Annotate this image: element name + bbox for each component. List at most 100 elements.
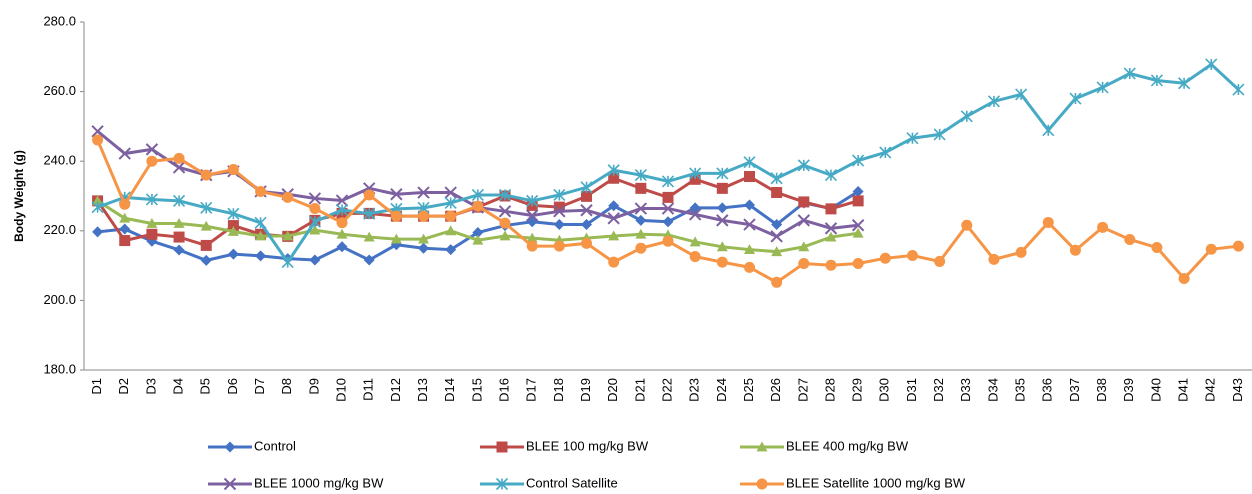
- x-tick-label: D41: [1176, 378, 1191, 402]
- marker: [797, 159, 810, 172]
- marker: [934, 255, 946, 267]
- x-tick-label: D27: [795, 378, 810, 402]
- legend-item: Control: [208, 438, 296, 453]
- marker: [688, 208, 702, 221]
- x-tick-label: D21: [632, 378, 647, 402]
- marker: [771, 276, 783, 288]
- marker: [472, 234, 484, 245]
- marker: [91, 125, 104, 138]
- x-tick-label: D43: [1230, 378, 1245, 402]
- marker: [662, 235, 674, 247]
- marker: [689, 167, 702, 180]
- marker: [1097, 221, 1109, 233]
- legend-item: BLEE 400 mg/kg BW: [740, 438, 909, 453]
- marker: [771, 187, 783, 199]
- marker: [119, 198, 131, 210]
- marker: [282, 230, 294, 241]
- x-tick-label: D28: [822, 378, 837, 402]
- marker: [825, 259, 837, 271]
- marker: [852, 258, 864, 270]
- marker: [472, 227, 484, 239]
- marker: [716, 256, 728, 268]
- marker: [418, 210, 430, 222]
- marker: [608, 230, 620, 241]
- marker: [608, 256, 620, 268]
- marker: [526, 216, 538, 228]
- y-tick-label: 220.0: [43, 222, 76, 237]
- marker: [145, 193, 158, 206]
- marker: [445, 210, 457, 222]
- marker: [200, 239, 212, 251]
- x-tick-label: D18: [551, 378, 566, 402]
- legend-item: BLEE 1000 mg/kg BW: [208, 475, 384, 490]
- x-tick-label: D2: [116, 378, 131, 395]
- marker: [227, 225, 239, 236]
- marker: [227, 207, 240, 220]
- marker: [824, 169, 838, 182]
- marker: [661, 202, 675, 215]
- marker: [444, 186, 457, 199]
- x-tick-label: D19: [578, 378, 593, 402]
- marker: [798, 258, 810, 270]
- marker: [336, 241, 348, 253]
- marker: [689, 173, 701, 185]
- marker: [335, 203, 349, 216]
- marker: [661, 175, 675, 188]
- marker: [1015, 246, 1027, 258]
- marker: [308, 215, 321, 228]
- marker: [1096, 81, 1109, 94]
- marker: [1069, 244, 1081, 256]
- marker: [336, 217, 348, 229]
- marker: [634, 169, 647, 182]
- marker: [91, 201, 104, 214]
- marker: [689, 236, 701, 247]
- x-tick-label: D15: [469, 378, 484, 402]
- marker: [553, 205, 566, 218]
- marker: [960, 110, 973, 123]
- marker: [255, 185, 267, 197]
- series-line: [96, 130, 859, 239]
- marker: [852, 195, 864, 207]
- legend-label: BLEE 1000 mg/kg BW: [254, 475, 384, 490]
- y-tick-label: 200.0: [43, 292, 76, 307]
- marker: [1178, 272, 1190, 284]
- marker: [797, 214, 811, 227]
- marker: [798, 241, 810, 252]
- marker: [417, 186, 430, 199]
- marker: [608, 200, 620, 212]
- y-axis-title: Body Weight (g): [12, 150, 26, 242]
- marker: [1205, 243, 1217, 255]
- x-tick-label: D14: [442, 378, 457, 402]
- marker: [92, 226, 104, 238]
- marker: [525, 209, 539, 222]
- x-tick-label: D37: [1067, 378, 1082, 402]
- x-tick-label: D30: [877, 378, 892, 402]
- x-tick-label: D39: [1121, 378, 1136, 402]
- x-tick-label: D38: [1094, 378, 1109, 402]
- marker: [390, 210, 402, 222]
- marker: [363, 189, 375, 201]
- x-tick-label: D42: [1203, 378, 1218, 402]
- x-tick-label: D26: [768, 378, 783, 402]
- marker: [1151, 242, 1163, 254]
- marker: [756, 478, 768, 490]
- x-tick-label: D34: [985, 378, 1000, 402]
- marker: [526, 240, 538, 252]
- x-tick-label: D12: [388, 378, 403, 402]
- x-tick-label: D31: [904, 378, 919, 402]
- marker: [200, 201, 213, 214]
- x-tick-label: D3: [143, 378, 158, 395]
- x-tick-label: D6: [225, 378, 240, 395]
- x-tick-label: D40: [1148, 378, 1163, 402]
- marker: [445, 244, 457, 256]
- marker: [282, 191, 294, 203]
- marker: [607, 212, 620, 225]
- marker: [92, 134, 104, 146]
- marker: [771, 246, 783, 257]
- marker: [798, 196, 810, 208]
- marker: [689, 251, 701, 263]
- x-tick-label: D5: [198, 378, 213, 395]
- legend-label: BLEE 100 mg/kg BW: [526, 438, 649, 453]
- x-tick-label: D25: [741, 378, 756, 402]
